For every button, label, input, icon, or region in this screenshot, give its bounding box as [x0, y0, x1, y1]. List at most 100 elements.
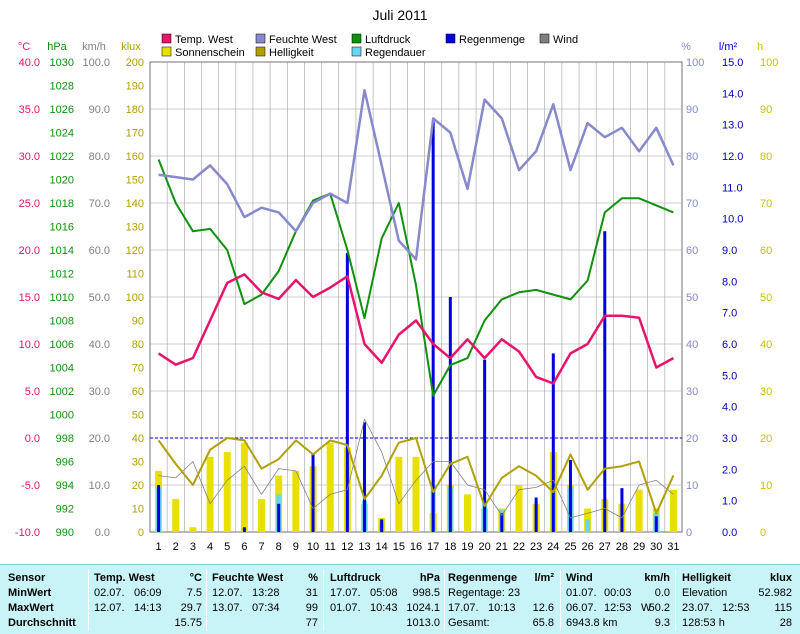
- pressure-tick-label: 1014: [50, 245, 74, 257]
- rain-total-label: Gesamt:: [448, 617, 490, 629]
- x-tick-label: 7: [258, 541, 264, 553]
- x-tick-label: 23: [530, 541, 542, 553]
- light-elevation-value: 52.982: [758, 587, 792, 599]
- wind-avg-value: 9.3: [654, 617, 670, 629]
- temp-tick-label: 35.0: [19, 104, 40, 116]
- rain-tick-label: 15.0: [722, 57, 743, 69]
- rain-tick-label: 14.0: [722, 88, 743, 100]
- humidity-tick-label: 90: [686, 104, 698, 116]
- legend-label: Wind: [553, 34, 578, 46]
- x-tick-label: 4: [207, 541, 213, 553]
- legend-swatch: [255, 46, 266, 57]
- rain-amount-bar: [603, 231, 607, 532]
- temp-min-date: 02.07.: [94, 587, 125, 599]
- brightness-tick-label: 160: [126, 151, 144, 163]
- rain-tick-label: 7.0: [722, 308, 737, 320]
- rain-tick-label: 1.0: [722, 496, 737, 508]
- sunshine-bar: [635, 489, 643, 532]
- humidity-tick-label: 50: [686, 292, 698, 304]
- temp-max-date: 12.07.: [94, 602, 125, 614]
- hum-unit: %: [308, 572, 318, 584]
- light-max-value: 115: [774, 602, 792, 614]
- temp-tick-label: 30.0: [19, 151, 40, 163]
- press-max-time: 10:43: [370, 602, 398, 614]
- rain-amount-bar: [551, 353, 555, 532]
- wind-tick-label: 0.0: [95, 527, 110, 539]
- wind-tick-label: 80.0: [89, 151, 110, 163]
- temp-tick-label: 0.0: [25, 433, 40, 445]
- press-min-date: 17.07.: [330, 587, 361, 599]
- x-tick-label: 24: [547, 541, 559, 553]
- sun-tick-label: 70: [760, 198, 772, 210]
- humidity-tick-label: 80: [686, 151, 698, 163]
- temp-avg-value: 15.75: [174, 617, 202, 629]
- x-tick-label: 21: [496, 541, 508, 553]
- legend-swatch: [161, 46, 172, 57]
- sunshine-bar: [189, 527, 197, 532]
- rain-tick-label: 8.0: [722, 276, 737, 288]
- brightness-tick-label: 60: [132, 386, 144, 398]
- temp-west-line: [157, 273, 675, 385]
- rain-title: Regenmenge: [448, 572, 518, 584]
- rain-max-value: 12.6: [532, 602, 554, 614]
- rain-amount-bar: [157, 485, 161, 532]
- sun-tick-label: 60: [760, 245, 772, 257]
- rain-tick-label: 11.0: [722, 182, 743, 194]
- hum-min-date: 12.07.: [212, 587, 243, 599]
- wind-tick-label: 60.0: [89, 245, 110, 257]
- brightness-tick-label: 120: [126, 245, 144, 257]
- temp-tick-label: 20.0: [19, 245, 40, 257]
- wind-line: [158, 418, 674, 519]
- rain-amount-bar: [363, 422, 367, 532]
- temp-max-time: 14:13: [134, 602, 162, 614]
- sun-tick-label: 50: [760, 292, 772, 304]
- rain-unit: l/m²: [534, 572, 554, 584]
- temp-tick-label: -5.0: [21, 480, 40, 492]
- wind-tick-label: 70.0: [89, 198, 110, 210]
- sun-tick-label: 30: [760, 386, 772, 398]
- pressure-tick-label: 994: [56, 480, 74, 492]
- temp-tick-label: 40.0: [19, 57, 40, 69]
- sunshine-bar: [172, 499, 180, 532]
- legend-label: Feuchte West: [269, 34, 337, 46]
- legend-swatch: [351, 33, 362, 44]
- rain-amount-bar: [483, 359, 487, 532]
- rain-amount-bar: [242, 527, 246, 532]
- legend-label: Regenmenge: [459, 34, 525, 46]
- light-unit: klux: [769, 572, 792, 584]
- pressure-tick-label: 1026: [50, 104, 74, 116]
- sunshine-bar: [223, 452, 231, 532]
- brightness-tick-label: 40: [132, 433, 144, 445]
- sunshine-bar: [395, 456, 403, 532]
- humidity-tick-label: 0: [686, 527, 692, 539]
- legend-swatch: [539, 33, 550, 44]
- wind-min-time: 00:03: [604, 587, 632, 599]
- brightness-tick-label: 200: [126, 57, 144, 69]
- press-avg-value: 1013.0: [406, 617, 440, 629]
- label-sensor: Sensor: [8, 572, 46, 584]
- press-unit: hPa: [419, 572, 440, 584]
- legend-label: Helligkeit: [269, 47, 314, 59]
- temp-tick-label: 15.0: [19, 292, 40, 304]
- x-tick-label: 28: [616, 541, 628, 553]
- pressure-tick-label: 996: [56, 457, 74, 469]
- pressure-tick-label: 1004: [50, 363, 74, 375]
- sun-tick-label: 0: [760, 527, 766, 539]
- sunshine-bar: [240, 442, 248, 532]
- rain-amount-bar: [431, 121, 435, 533]
- stats-table: Sensor MinWert MaxWert Durchschnitt Temp…: [0, 564, 800, 634]
- axis-unit-label: hPa: [47, 41, 67, 53]
- pressure-tick-label: 1002: [50, 386, 74, 398]
- sunshine-bar: [258, 499, 266, 532]
- axis-unit-label: %: [681, 41, 691, 53]
- rain-days: Regentage: 23: [448, 587, 521, 599]
- pressure-tick-label: 1024: [50, 128, 74, 140]
- legend-label: Regendauer: [365, 47, 426, 59]
- x-tick-label: 10: [307, 541, 319, 553]
- light-sun-value: 28: [779, 617, 792, 629]
- press-max-date: 01.07.: [330, 602, 361, 614]
- x-tick-label: 1: [156, 541, 162, 553]
- stats-separator: [206, 569, 207, 631]
- rain-max-time: 10:13: [488, 602, 516, 614]
